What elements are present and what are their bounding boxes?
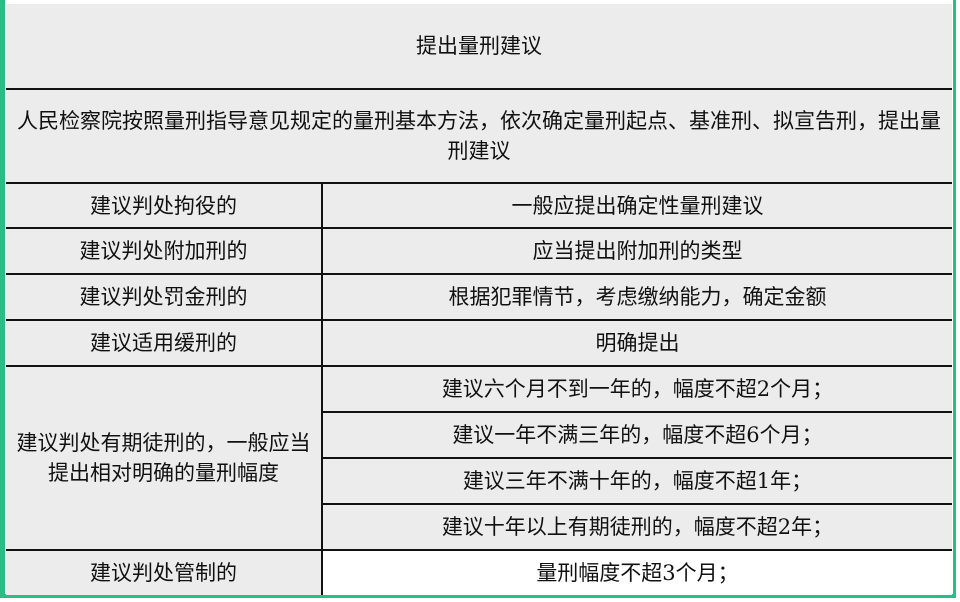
row-value: 量刑幅度不超3个月； <box>323 551 952 595</box>
group-label-text: 建议判处有期徒刑的，一般应当提出相对明确的量刑幅度 <box>16 431 311 485</box>
row-value: 一般应提出确定性量刑建议 <box>323 184 952 227</box>
divider <box>6 365 952 367</box>
row-value: 明确提出 <box>323 321 952 365</box>
divider <box>6 273 952 275</box>
divider <box>6 319 952 321</box>
row-label: 建议适用缓刑的 <box>6 321 321 365</box>
group-item: 建议六个月不到一年的，幅度不超2个月； <box>323 367 952 411</box>
group-item: 建议十年以上有期徒刑的，幅度不超2年； <box>323 505 952 549</box>
divider <box>6 227 952 229</box>
divider <box>6 549 952 551</box>
row-value: 根据犯罪情节，考虑缴纳能力，确定金额 <box>323 275 952 319</box>
row-label: 建议判处拘役的 <box>6 184 321 227</box>
divider <box>323 457 952 459</box>
intro-text: 人民检察院按照量刑指导意见规定的量刑基本方法，依次确定量刑起点、基准刑、拟宣告刑… <box>6 90 952 182</box>
group-label: 建议判处有期徒刑的，一般应当提出相对明确的量刑幅度 <box>6 367 321 549</box>
divider <box>323 503 952 505</box>
group-item: 建议一年不满三年的，幅度不超6个月； <box>323 413 952 457</box>
row-label: 建议判处罚金刑的 <box>6 275 321 319</box>
sentencing-table: 提出量刑建议 人民检察院按照量刑指导意见规定的量刑基本方法，依次确定量刑起点、基… <box>6 4 952 595</box>
column-divider <box>321 184 323 595</box>
divider <box>6 182 952 184</box>
divider <box>6 88 952 90</box>
divider <box>323 411 952 413</box>
table-title: 提出量刑建议 <box>6 4 952 88</box>
row-value: 应当提出附加刑的类型 <box>323 229 952 273</box>
row-label: 建议判处附加刑的 <box>6 229 321 273</box>
row-label: 建议判处管制的 <box>6 551 321 595</box>
group-item: 建议三年不满十年的，幅度不超1年； <box>323 459 952 503</box>
